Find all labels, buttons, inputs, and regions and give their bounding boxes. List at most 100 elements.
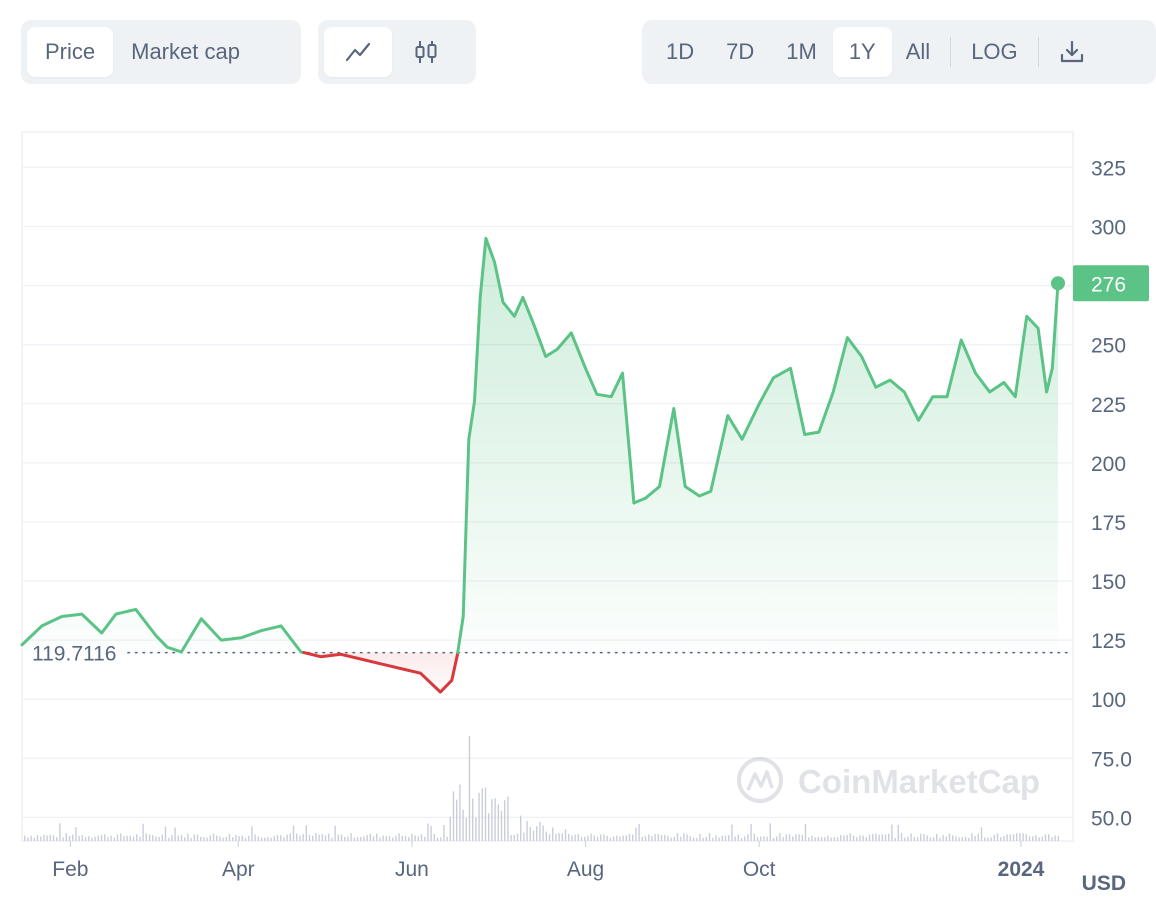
volume-bar [264,837,266,841]
volume-bar [945,836,947,841]
volume-bar [200,836,202,841]
range-7d[interactable]: 7D [726,39,755,64]
download-icon [1060,40,1083,63]
volume-bar [308,834,311,841]
volume-bar [696,837,698,841]
range-all[interactable]: All [905,39,931,64]
coinmarketcap-logo-icon [737,757,783,803]
volume-bar [235,834,237,841]
volume-bar [408,837,410,841]
volume-bar [257,836,259,841]
x-tick-label: 2024 [998,858,1045,881]
volume-bar [628,834,631,841]
tab-market-cap[interactable]: Market cap [131,39,240,64]
volume-bar [1019,833,1021,841]
range-1y[interactable]: 1Y [832,27,892,77]
volume-bar [478,792,480,841]
volume-bar [600,834,602,841]
volume-bar [312,835,314,841]
volume-bar [340,834,343,841]
volume-bar [446,836,448,841]
volume-bar [1051,837,1053,841]
volume-bar [817,836,819,841]
tab-price[interactable]: Price [27,27,114,77]
volume-bar [673,836,675,841]
volume-bar [244,837,247,841]
volume-bar [1006,834,1008,841]
volume-bar [462,809,464,841]
volume-bar [286,834,288,841]
volume-bar [120,833,122,841]
volume-bar [424,836,426,841]
volume-bar [171,835,173,841]
volume-bar [27,837,29,841]
volume-bar [756,837,759,841]
volume-bar [344,836,346,841]
volume-bar [315,833,317,841]
volume-bar [158,836,160,841]
volume-bar [680,836,682,841]
volume-bar [996,833,999,841]
volume-bar [238,835,240,841]
candlestick-button[interactable] [392,27,460,77]
volume-bar [1057,835,1059,841]
volume-bar [49,834,51,841]
volume-bar [840,835,842,841]
volume-bar [740,837,743,841]
log-scale-toggle[interactable]: LOG [971,39,1018,64]
volume-bar [324,835,327,841]
volume-bar [552,827,554,841]
volume-bar [62,837,64,841]
volume-bar [616,835,618,841]
volume-bar [750,824,752,841]
volume-bar [609,837,611,841]
volume-bar [606,835,608,841]
volume-bar [299,835,301,841]
volume-bar [1032,836,1034,841]
volume-bar [984,837,986,841]
volume-bar [228,834,231,841]
volume-bar [379,837,381,841]
volume-bar [558,832,560,841]
volume-bar [513,834,515,841]
volume-bar [436,837,439,841]
volume-bar [321,834,323,841]
volume-bar [395,835,397,841]
volume-bar [548,834,551,841]
volume-bar [363,836,365,841]
line-chart-button[interactable] [324,27,392,77]
volume-bar [404,836,407,841]
volume-bar [868,834,871,841]
volume-bar [968,837,970,841]
volume-bar [875,833,877,841]
volume-bar [734,836,736,841]
volume-bar [36,835,39,841]
volume-bar [689,836,691,841]
range-1d[interactable]: 1D [666,39,695,64]
volume-bar [705,837,707,841]
volume-bar [987,837,989,841]
volume-bar [948,833,951,841]
volume-bar [504,800,506,841]
volume-bar [712,837,714,841]
volume-bar [971,833,973,841]
volume-bar [580,836,583,841]
volume-bar [955,836,957,841]
volume-bar [612,836,615,841]
volume-bar [961,837,963,841]
y-tick-label: 75.0 [1091,748,1132,771]
volume-bar [398,833,400,841]
volume-bar [635,827,637,841]
range-1m[interactable]: 1M [786,39,817,64]
volume-bar [161,834,163,841]
volume-bar [427,823,429,841]
volume-bar [788,833,791,841]
volume-bar [577,834,579,841]
download-button[interactable] [1045,27,1099,77]
volume-bar [94,836,96,841]
volume-bar [440,837,442,841]
volume-bar [862,835,864,841]
volume-bar [145,833,147,841]
y-tick-label: 50.0 [1091,807,1132,830]
